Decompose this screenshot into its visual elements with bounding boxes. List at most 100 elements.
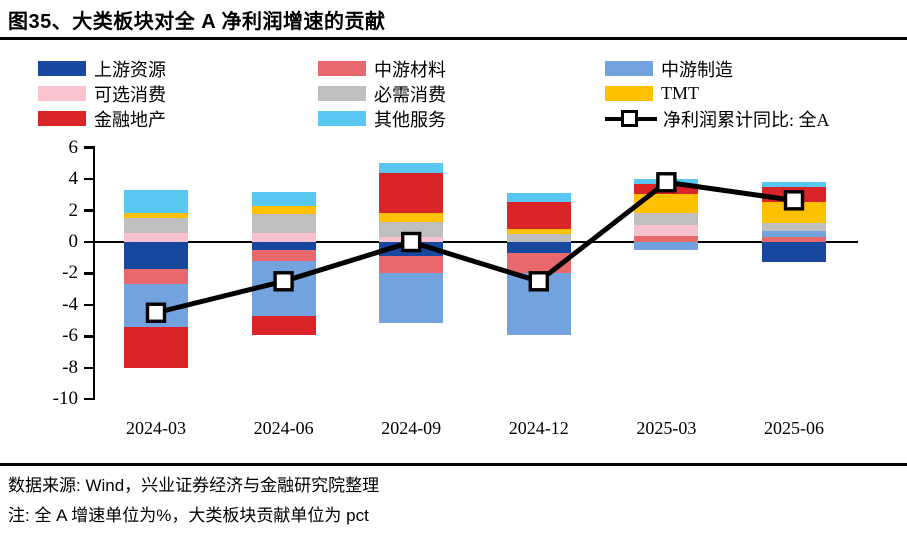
bar-segment [506,242,571,253]
y-axis-tick [84,272,93,275]
legend-line-marker [621,110,638,127]
y-axis-tick-label: 2 [68,199,79,221]
y-axis-tick [84,335,93,338]
y-axis [92,146,95,400]
legend-swatch [318,61,366,76]
legend-label: TMT [661,83,699,103]
y-axis-tick-label: -8 [62,356,78,378]
legend-item: 金融地产 [38,106,318,131]
bar-segment [762,201,826,224]
legend-swatch [318,111,366,126]
bar-segment [379,256,444,273]
x-axis-label: 2024-09 [381,418,442,438]
figure-title: 图35、大类板块对全 A 净利润增速的贡献 [8,11,386,33]
line-data-marker [783,190,805,211]
bar-segment [124,268,188,284]
title-divider [0,37,907,40]
legend-item: 其他服务 [318,106,605,131]
legend-label: 金融地产 [94,109,166,130]
y-axis-tick [84,303,93,307]
legend-item: 上游资源 [38,56,318,81]
y-axis-tick-label: -6 [62,325,78,347]
data-source-text: 数据来源: Wind，兴业证券经济与金融研究院整理 [8,476,380,495]
legend-swatch [605,61,653,76]
bar-segment [124,326,188,368]
y-axis-tick-label: 4 [68,168,79,190]
bar-segment [251,249,316,261]
bar-segment [506,229,571,235]
bar-segment [124,212,188,219]
legend-label: 中游制造 [661,59,733,80]
line-data-marker [656,172,677,193]
bar-segment [506,193,571,202]
line-marker-icon [605,110,657,127]
bar-segment [762,237,826,242]
y-axis-tick-label: -4 [62,293,78,315]
bar-segment [506,234,571,242]
bar-segment [124,232,188,242]
chart-legend: 上游资源 中游材料 中游制造可选消费 必需消费 TMT 金融地产 其他服务 净利润累计同比: … [38,56,885,131]
bar-segment [379,172,444,213]
bar-segment [762,230,826,238]
y-axis-tick [84,177,93,181]
x-axis-label: 2024-03 [126,418,186,438]
bar-segment [124,242,188,269]
y-axis-tick-label: 6 [68,136,79,158]
y-axis-tick [84,366,93,369]
legend-item: 中游制造 [605,56,885,81]
bar-segment [251,191,316,206]
y-axis-tick [84,209,93,212]
bar-segment [634,194,699,213]
bar-segment [251,213,316,233]
legend-item: 可选消费 [38,81,318,106]
bar-segment [634,225,699,236]
legend-label: 上游资源 [94,59,166,80]
legend-label: 其他服务 [374,109,446,130]
legend-swatch [38,86,86,101]
y-axis-tick-label: -2 [62,262,78,284]
bar-segment [124,218,188,233]
legend-swatch [38,111,86,126]
legend-label: 必需消费 [374,84,446,105]
bar-segment [379,162,444,173]
bar-segment [762,242,826,263]
legend-item: 必需消费 [318,81,605,106]
legend-label: 中游材料 [374,59,446,80]
y-axis-tick [84,398,93,401]
legend-swatch [605,86,653,101]
bar-segment [506,201,571,230]
x-axis-label: 2025-06 [764,418,824,438]
bar-segment [762,223,826,231]
legend-item: 中游材料 [318,56,605,81]
bar-segment [251,242,316,250]
legend-item: TMT [605,81,885,106]
legend-item-line: 净利润累计同比: 全A [605,106,885,131]
x-axis-label: 2025-03 [636,418,697,438]
bar-segment [762,182,826,187]
bar-segment [251,232,316,242]
zero-baseline [95,241,858,244]
legend-swatch [38,61,86,76]
x-axis-label: 2024-12 [508,418,569,438]
legend-label: 可选消费 [94,84,166,105]
y-axis-tick [84,240,93,244]
y-axis-tick [84,146,93,149]
bar-segment [251,315,316,335]
footnote-text: 注: 全 A 增速单位为%，大类板块贡献单位为 pct [8,506,369,525]
legend-swatch [318,86,366,101]
bar-segment [251,205,316,214]
line-path [155,179,795,316]
y-axis-tick-label: 0 [68,231,79,252]
bar-segment [634,242,699,250]
bar-segment [634,235,699,242]
line-data-marker [145,302,167,323]
bar-segment [124,190,188,213]
line-data-marker [401,231,422,253]
y-axis-tick-label: -10 [52,388,78,410]
bar-segment [379,272,444,323]
footer-divider [0,463,907,466]
x-axis-label: 2024-06 [253,418,314,438]
